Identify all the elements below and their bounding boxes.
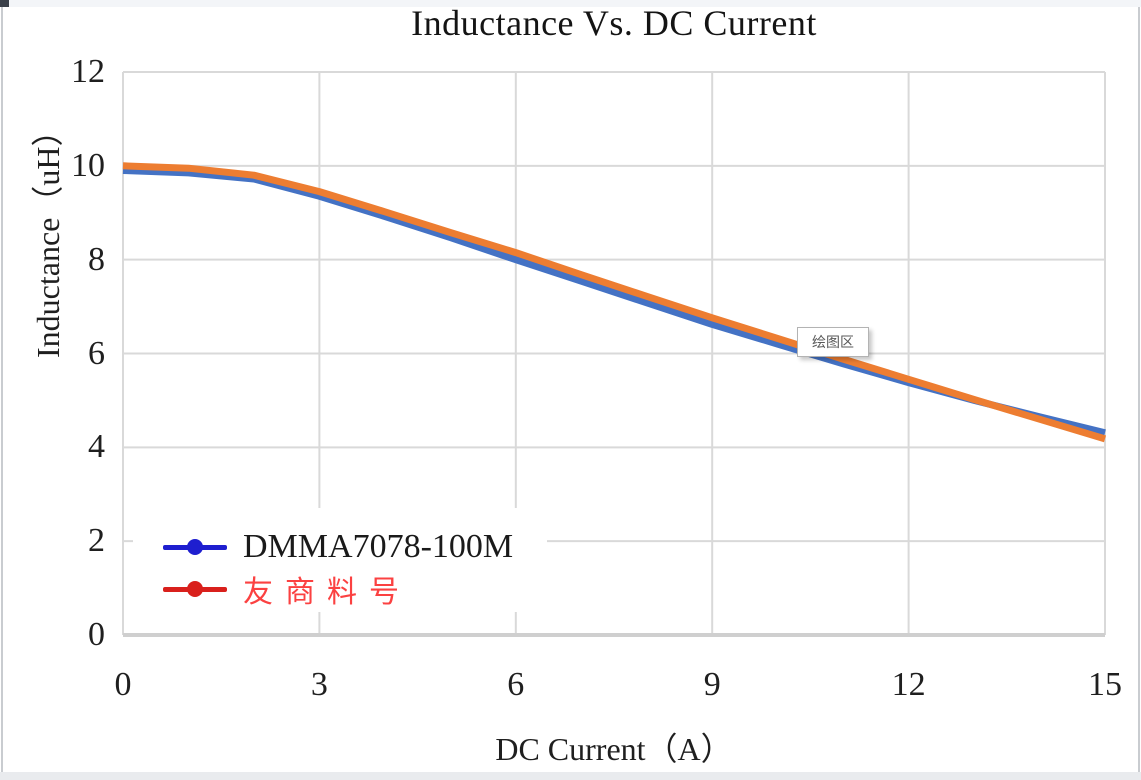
window-bottom-strip — [0, 772, 1141, 780]
series-line-1 — [122, 162, 1107, 443]
legend-dot-icon — [187, 539, 203, 555]
y-tick-10: 10 — [71, 146, 105, 184]
x-tick-15: 15 — [1088, 666, 1122, 703]
window-left-border — [1, 7, 3, 772]
x-tick-12: 12 — [891, 666, 926, 703]
y-tick-2: 2 — [88, 522, 105, 560]
y-tick-4: 4 — [88, 428, 105, 466]
legend-item-competitor[interactable]: 友商料号 — [133, 568, 547, 610]
window-top-strip — [0, 0, 1141, 7]
y-tick-0: 0 — [88, 616, 105, 653]
x-tick-9: 9 — [703, 666, 721, 703]
window-right-border — [1138, 7, 1140, 772]
window-corner-fragment — [0, 0, 9, 7]
legend-dot-icon — [187, 581, 203, 597]
plot-area-tooltip: 绘图区 — [797, 327, 869, 357]
legend-label: DMMA7078-100M — [243, 528, 514, 565]
x-tick-3: 3 — [310, 666, 328, 703]
legend-label: 友商料号 — [243, 576, 411, 609]
legend-line-marker-red — [163, 581, 227, 597]
x-tick-6: 6 — [507, 666, 525, 703]
y-tick-6: 6 — [88, 334, 105, 372]
x-axis-title: DC Current（A） — [495, 731, 733, 767]
y-tick-8: 8 — [88, 240, 105, 278]
y-tick-12: 12 — [71, 53, 105, 90]
legend-item-dmma7078[interactable]: DMMA7078-100M — [133, 526, 547, 568]
legend-line-marker-blue — [163, 539, 227, 555]
chart-title: Inductance Vs. DC Current — [411, 3, 817, 43]
x-tick-0: 0 — [114, 666, 132, 703]
legend[interactable]: DMMA7078-100M 友商料号 — [133, 508, 547, 612]
plot-area-tooltip-label: 绘图区 — [812, 334, 854, 350]
